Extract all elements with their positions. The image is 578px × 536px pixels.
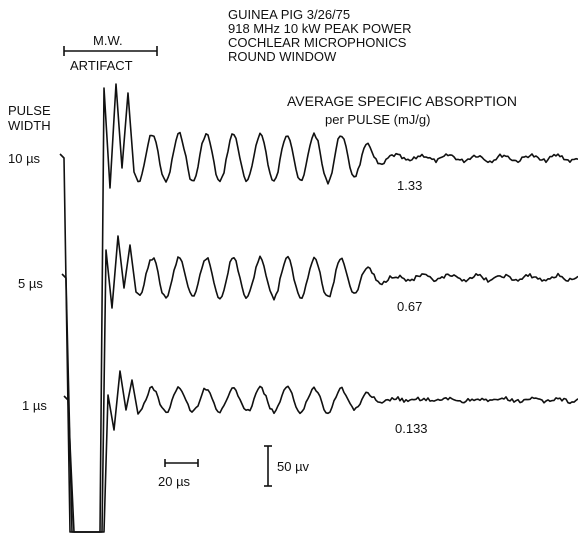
- pulse-label: 5 µs: [18, 276, 43, 291]
- absorption-label: AVERAGE SPECIFIC ABSORPTION: [287, 93, 517, 109]
- pulse-width-label: WIDTH: [8, 118, 51, 133]
- time-scale-label: 20 µs: [158, 474, 191, 489]
- absorption-value: 0.67: [397, 299, 422, 314]
- absorption-value: 0.133: [395, 421, 428, 436]
- pulse-label: 1 µs: [22, 398, 47, 413]
- header-line: ROUND WINDOW: [228, 49, 337, 64]
- header-line: COCHLEAR MICROPHONICS: [228, 35, 407, 50]
- header-line: 918 MHz 10 kW PEAK POWER: [228, 21, 412, 36]
- waveform: [63, 370, 578, 533]
- absorption-value: 1.33: [397, 178, 422, 193]
- pulse-label: 10 µs: [8, 151, 41, 166]
- header-line: GUINEA PIG 3/26/75: [228, 7, 350, 22]
- traces: [59, 83, 578, 533]
- artifact-label: M.W.: [93, 33, 123, 48]
- voltage-scale-label: 50 µv: [277, 459, 310, 474]
- waveform: [61, 235, 578, 533]
- artifact-label: ARTIFACT: [70, 58, 133, 73]
- waveform: [59, 83, 578, 533]
- pulse-width-label: PULSE: [8, 103, 51, 118]
- absorption-label: per PULSE (mJ/g): [325, 112, 430, 127]
